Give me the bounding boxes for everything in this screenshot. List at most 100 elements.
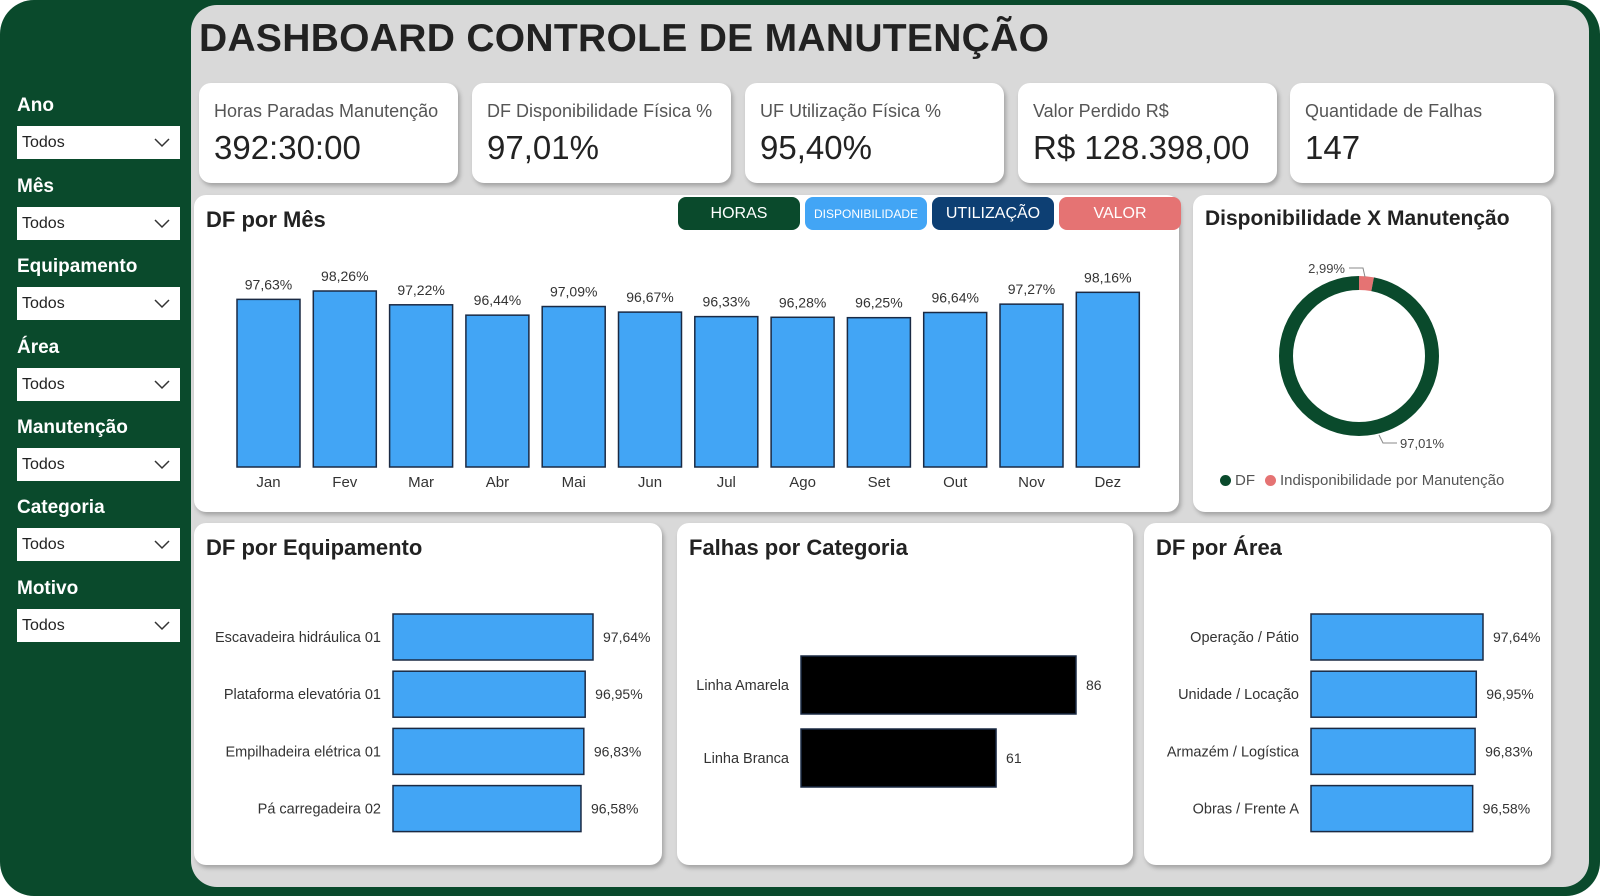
- bar[interactable]: [1310, 670, 1478, 718]
- data-label: 96,58%: [591, 801, 638, 817]
- filter-label: Manutenção: [17, 417, 128, 438]
- kpi-label: Horas Paradas Manutenção: [214, 101, 439, 121]
- data-label: 97,09%: [550, 284, 597, 300]
- x-tick-label: Out: [943, 474, 968, 491]
- chart-title: DF por Equipamento: [206, 535, 423, 560]
- filter-categoria: Categoria Todos: [17, 496, 180, 561]
- kpi-utilizacao: UF Utilização Física % 95,40%: [745, 83, 1004, 183]
- card-df-por-area: DF por Área Operação / Pátio 97,64% Unidad…: [1144, 523, 1551, 865]
- data-label: 97,63%: [245, 276, 292, 292]
- chevron-down-icon: [154, 379, 170, 389]
- bar[interactable]: [1310, 613, 1484, 661]
- page-title: DASHBOARD CONTROLE DE MANUTENÇÃO: [199, 17, 1050, 60]
- filter-dropdown-manutencao[interactable]: Todos: [17, 448, 180, 481]
- toggle-disponibilidade-button[interactable]: DISPONIBILIDADE: [805, 197, 927, 230]
- data-label: 98,16%: [1084, 269, 1131, 285]
- bar[interactable]: [392, 727, 585, 776]
- filter-label: Ano: [17, 95, 54, 116]
- toggle-utilizacao-button[interactable]: UTILIZAÇÃO: [932, 197, 1054, 230]
- data-label: 61: [1006, 750, 1022, 766]
- category-label: Plataforma elevatória 01: [224, 687, 381, 703]
- filter-equipamento: Equipamento Todos: [17, 255, 180, 320]
- chevron-down-icon: [154, 218, 170, 228]
- bar-ago[interactable]: [770, 316, 835, 468]
- x-tick-label: Ago: [789, 474, 816, 491]
- toggle-valor-button[interactable]: VALOR: [1059, 197, 1181, 230]
- filter-dropdown-motivo[interactable]: Todos: [17, 609, 180, 642]
- slice-df[interactable]: [1279, 276, 1439, 436]
- filter-label: Equipamento: [17, 256, 138, 277]
- bar-mar[interactable]: [388, 304, 454, 468]
- x-tick-label: Jun: [638, 474, 662, 491]
- data-label: 97,22%: [397, 282, 444, 298]
- kpi-value: 392:30:00: [214, 129, 361, 166]
- bar-out[interactable]: [922, 311, 988, 468]
- chart-title: Falhas por Categoria: [689, 535, 908, 560]
- filter-mes: Mês Todos: [17, 175, 180, 240]
- chevron-down-icon: [154, 298, 170, 308]
- bar-mai[interactable]: [541, 305, 606, 468]
- filter-value: Todos: [22, 535, 65, 553]
- category-label: Operação / Pátio: [1190, 630, 1299, 646]
- filter-label: Mês: [17, 176, 54, 197]
- bar-fev[interactable]: [312, 290, 378, 468]
- bar-set[interactable]: [846, 316, 912, 468]
- data-label: 96,44%: [474, 292, 521, 308]
- bar-dez[interactable]: [1075, 291, 1141, 468]
- slice-label: 97,01%: [1400, 436, 1445, 451]
- kpi-label: Quantidade de Falhas: [1305, 101, 1483, 121]
- legend-dot-df: [1220, 475, 1231, 486]
- data-label: 96,95%: [1486, 686, 1533, 702]
- legend-label: DF: [1235, 472, 1255, 489]
- filter-value: Todos: [22, 214, 65, 232]
- chart-title: Disponibilidade X Manutenção: [1205, 207, 1510, 230]
- filter-dropdown-area[interactable]: Todos: [17, 368, 180, 401]
- bar[interactable]: [800, 655, 1077, 715]
- bar-jan[interactable]: [236, 298, 301, 468]
- filter-dropdown-equipamento[interactable]: Todos: [17, 287, 180, 320]
- data-label: 96,95%: [595, 686, 642, 702]
- data-label: 96,83%: [594, 743, 641, 759]
- data-label: 86: [1086, 677, 1102, 693]
- bar-jul[interactable]: [694, 315, 759, 468]
- main-panel: DASHBOARD CONTROLE DE MANUTENÇÃO Horas P…: [191, 5, 1589, 887]
- category-label: Linha Branca: [704, 751, 790, 767]
- kpi-disponibilidade: DF Disponibilidade Física % 97,01%: [472, 83, 731, 183]
- data-label: 96,64%: [931, 290, 978, 306]
- df-por-area-chart: Operação / Pátio 97,64% Unidade / Locação 9…: [1167, 613, 1540, 833]
- kpi-horas-paradas: Horas Paradas Manutenção 392:30:00: [199, 83, 458, 183]
- bar[interactable]: [1310, 784, 1474, 833]
- bar[interactable]: [800, 728, 997, 788]
- kpi-value: 147: [1305, 129, 1361, 166]
- kpi-valor-perdido: Valor Perdido R$ R$ 128.398,00: [1018, 83, 1277, 183]
- card-disponibilidade-x-manutencao: Disponibilidade X Manutenção 2,99% 97,01%…: [1193, 195, 1551, 512]
- bar-abr[interactable]: [465, 314, 530, 468]
- filter-dropdown-mes[interactable]: Todos: [17, 207, 180, 240]
- bar[interactable]: [392, 613, 594, 661]
- toggle-horas-button[interactable]: HORAS: [678, 197, 800, 230]
- filter-value: Todos: [22, 455, 65, 473]
- bar[interactable]: [1310, 727, 1476, 776]
- slice-label: 2,99%: [1308, 261, 1345, 276]
- filter-motivo: Motivo Todos: [17, 577, 180, 642]
- filter-value: Todos: [22, 616, 65, 634]
- data-label: 98,26%: [321, 268, 368, 284]
- filter-dropdown-categoria[interactable]: Todos: [17, 528, 180, 561]
- filter-label: Área: [17, 337, 60, 358]
- bar[interactable]: [392, 670, 586, 718]
- filter-dropdown-ano[interactable]: Todos: [17, 126, 180, 159]
- data-label: 96,83%: [1485, 743, 1532, 759]
- filter-manutencao: Manutenção Todos: [17, 416, 180, 481]
- data-label: 97,64%: [1493, 629, 1540, 645]
- x-tick-label: Dez: [1094, 474, 1121, 491]
- bar-nov[interactable]: [999, 303, 1064, 468]
- x-tick-label: Mai: [562, 474, 586, 491]
- bar[interactable]: [392, 784, 582, 833]
- data-label: 97,64%: [603, 629, 650, 645]
- kpi-value: 95,40%: [760, 129, 872, 166]
- category-label: Linha Amarela: [696, 678, 790, 694]
- x-tick-label: Mar: [408, 474, 434, 491]
- filter-label: Categoria: [17, 497, 105, 518]
- bar-jun[interactable]: [617, 311, 683, 468]
- filter-ano: Ano Todos: [17, 94, 180, 159]
